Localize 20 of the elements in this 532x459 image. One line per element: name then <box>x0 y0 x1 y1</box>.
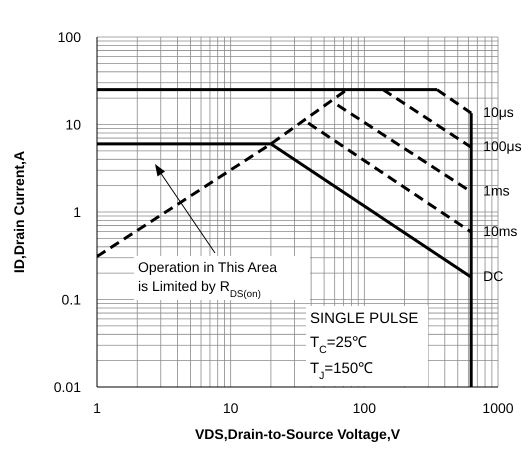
y-tick-label: 0.01 <box>54 378 82 395</box>
y-tick-label: 0.1 <box>62 291 82 308</box>
series-label: DC <box>483 268 504 284</box>
series-label: 10μs <box>483 104 514 120</box>
x-axis-title: VDS,Drain-to-Source Voltage,V <box>194 426 401 442</box>
annotation: T$_{C}$=25℃ <box>310 334 368 356</box>
annotation: Operation in This Area is Limited by R$_{DS(on)}$ <box>138 259 278 300</box>
series-label: 10ms <box>483 222 518 239</box>
x-tick-label: 10 <box>222 400 239 416</box>
y-tick-label: 100 <box>58 28 82 45</box>
x-tick-label: 100 <box>352 400 376 416</box>
x-tick-label: 1 <box>93 400 102 416</box>
annotation: SINGLE PULSE <box>310 310 418 327</box>
y-tick-label: 1 <box>73 204 82 220</box>
annotation: T$_{J}$=150℃ <box>310 360 374 382</box>
series-label: 100μs <box>483 138 522 154</box>
y-tick-label: 10 <box>65 116 82 132</box>
series-label: 1ms <box>483 182 510 199</box>
x-tick-label: 1000 <box>482 400 514 416</box>
y-axis-title: ID,Drain Current,A <box>10 150 27 274</box>
